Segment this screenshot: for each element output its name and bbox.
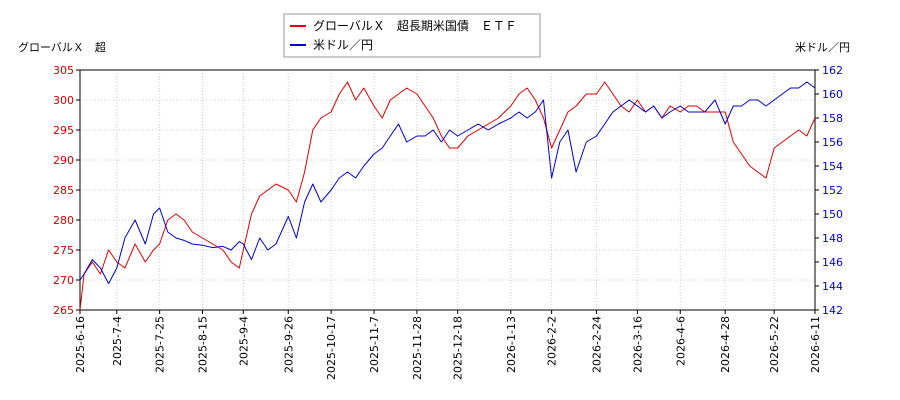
x-tick-label: 2025-11-28 [411, 316, 424, 380]
x-tick-label: 2026-4-28 [719, 316, 732, 373]
legend-label-etf: グローバルＸ 超長期米国債 ＥＴＦ [313, 18, 517, 33]
y-right-tick-label: 152 [822, 184, 843, 197]
x-tick-label: 2025-6-16 [74, 316, 87, 373]
y-right-tick-label: 144 [822, 280, 843, 293]
x-tick-label: 2025-10-17 [325, 316, 338, 380]
x-tick-label: 2026-5-22 [768, 316, 781, 373]
y-left-tick-label: 285 [53, 184, 74, 197]
series-line-usdjpy [79, 81, 816, 285]
y-right-tick-label: 160 [822, 88, 843, 101]
y-right-tick-label: 150 [822, 208, 843, 221]
series-layer [79, 81, 816, 311]
y-left-tick-label: 300 [53, 94, 74, 107]
legend: グローバルＸ 超長期米国債 ＥＴＦ 米ドル／円 [283, 13, 541, 58]
x-tick-label: 2026-6-11 [809, 316, 822, 373]
x-tick-label: 2026-4-6 [674, 316, 687, 366]
y-left-tick-label: 295 [53, 124, 74, 137]
legend-label-usdjpy: 米ドル／円 [313, 38, 373, 52]
y-right-tick-label: 154 [822, 160, 843, 173]
y-left-tick-label: 265 [53, 304, 74, 317]
x-tick-label: 2025-8-15 [197, 316, 210, 373]
y-left-tick-label: 275 [53, 244, 74, 257]
x-tick-label: 2025-7-4 [111, 316, 124, 366]
x-tick-label: 2026-2-24 [591, 316, 604, 373]
grid [79, 69, 816, 311]
y-right-tick-label: 158 [822, 112, 843, 125]
x-tick-label: 2026-2-2 [546, 316, 559, 366]
x-tick-label: 2026-1-13 [505, 316, 518, 373]
x-tick-label: 2025-12-18 [452, 316, 465, 380]
y-left-tick-label: 290 [53, 154, 74, 167]
legend-box [283, 13, 541, 58]
x-tick-label: 2026-3-16 [631, 316, 644, 373]
x-tick-label: 2025-11-7 [368, 316, 381, 373]
series-line-etf [79, 81, 816, 311]
x-tick-label: 2025-9-4 [237, 316, 250, 366]
y-right-tick-label: 148 [822, 232, 843, 245]
x-tick-label: 2025-9-26 [282, 316, 295, 373]
y-right-tick-label: 146 [822, 256, 843, 269]
left-axis-label: グローバルＸ 超 [18, 40, 106, 54]
y-left-tick-label: 305 [53, 64, 74, 77]
tick-layer: 2025-6-16 2025-7-4 2025-7-25 2025-8-15 2025-… [53, 64, 843, 380]
y-right-tick-label: 162 [822, 64, 843, 77]
y-right-tick-label: 142 [822, 304, 843, 317]
right-axis-label: 米ドル／円 [795, 41, 850, 54]
y-left-tick-label: 280 [53, 214, 74, 227]
y-right-tick-label: 156 [822, 136, 843, 149]
y-left-tick-label: 270 [53, 274, 74, 287]
x-tick-label: 2025-7-25 [154, 316, 167, 373]
